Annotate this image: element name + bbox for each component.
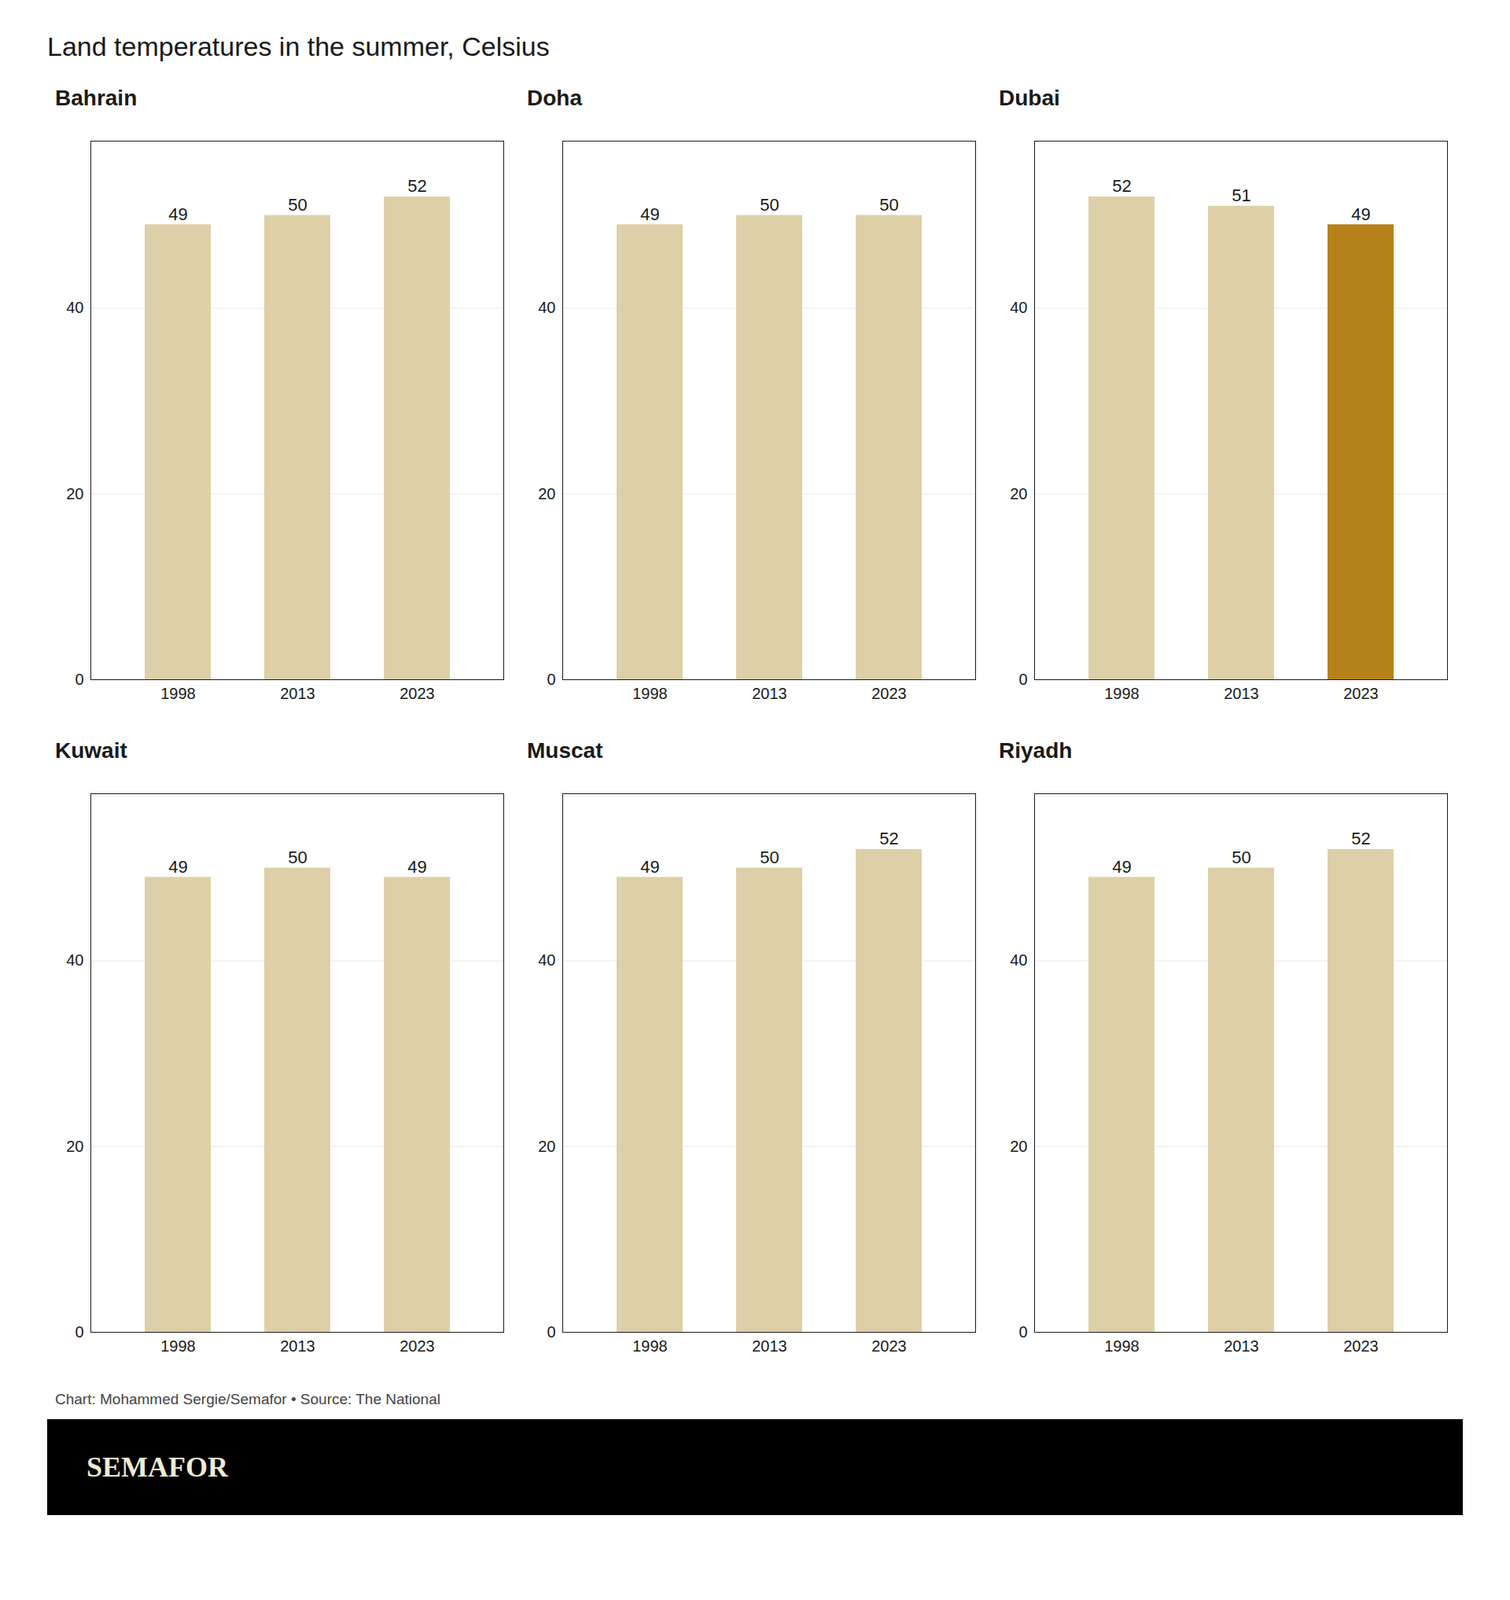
- html-text:Muscat: Muscat: [526, 738, 603, 763]
- svg-text:20: 20: [537, 485, 556, 503]
- html-text:Dubai: Dubai: [998, 85, 1060, 111]
- svg-text:40: 40: [66, 951, 84, 969]
- svg-text:40: 40: [66, 298, 84, 317]
- svg-text:50: 50: [287, 195, 307, 215]
- html-text:Bahrain: Bahrain: [55, 85, 138, 111]
- html-text:Riyadh: Riyadh: [998, 738, 1073, 763]
- svg-text:1998: 1998: [160, 685, 196, 703]
- svg-text:52: 52: [1112, 176, 1131, 196]
- svg-text:2013: 2013: [279, 1337, 316, 1356]
- svg-text:0: 0: [546, 670, 556, 689]
- svg-text:40: 40: [537, 951, 556, 969]
- svg-text:0: 0: [1018, 1323, 1028, 1341]
- html-text:Doha: Doha: [526, 85, 582, 111]
- svg-text:49: 49: [640, 857, 660, 877]
- html-text:Land temperatures in the summe: Land temperatures in the summer, Celsius: [47, 31, 550, 62]
- svg-text:2013: 2013: [1223, 1337, 1260, 1356]
- svg-text:2023: 2023: [1343, 1337, 1379, 1356]
- svg-text:2023: 2023: [399, 685, 435, 703]
- svg-text:50: 50: [1231, 847, 1251, 868]
- svg-text:52: 52: [407, 176, 427, 196]
- svg-text:51: 51: [1231, 185, 1251, 206]
- svg-text:40: 40: [1009, 951, 1028, 969]
- svg-text:40: 40: [1009, 298, 1028, 317]
- svg-text:0: 0: [74, 1323, 84, 1341]
- svg-text:1998: 1998: [632, 1337, 668, 1356]
- svg-text:49: 49: [1112, 857, 1131, 877]
- svg-text:49: 49: [1351, 204, 1371, 225]
- svg-text:50: 50: [759, 195, 779, 215]
- svg-text:49: 49: [407, 857, 427, 877]
- svg-text:2023: 2023: [1343, 685, 1379, 703]
- svg-text:20: 20: [537, 1138, 556, 1156]
- svg-text:52: 52: [879, 828, 899, 849]
- svg-text:50: 50: [759, 847, 779, 868]
- svg-text:49: 49: [168, 857, 188, 877]
- svg-text:52: 52: [1351, 828, 1371, 849]
- svg-text:1998: 1998: [160, 1337, 196, 1356]
- svg-text:50: 50: [879, 195, 899, 215]
- svg-text:20: 20: [66, 1138, 84, 1156]
- svg-text:2023: 2023: [871, 685, 907, 703]
- svg-text:2013: 2013: [279, 685, 316, 703]
- svg-text:2023: 2023: [871, 1337, 907, 1356]
- html-text:Chart: Mohammed Sergie/Semafor: Chart: Mohammed Sergie/Semafor • Source:…: [55, 1391, 441, 1408]
- svg-text:49: 49: [640, 204, 660, 225]
- html-text:SEMAFOR: SEMAFOR: [86, 1451, 229, 1484]
- svg-text:1998: 1998: [1104, 1337, 1140, 1356]
- svg-text:0: 0: [546, 1323, 556, 1341]
- svg-text:1998: 1998: [632, 685, 668, 703]
- svg-text:0: 0: [74, 670, 84, 689]
- html-text:Kuwait: Kuwait: [55, 738, 128, 763]
- svg-text:2013: 2013: [751, 685, 788, 703]
- svg-text:0: 0: [1018, 670, 1028, 689]
- svg-text:1998: 1998: [1104, 685, 1140, 703]
- svg-text:50: 50: [287, 847, 307, 868]
- svg-text:20: 20: [1009, 1138, 1028, 1156]
- svg-text:2023: 2023: [399, 1337, 435, 1356]
- svg-text:2013: 2013: [1223, 685, 1260, 703]
- svg-text:49: 49: [168, 204, 188, 225]
- svg-text:2013: 2013: [751, 1337, 788, 1356]
- svg-text:20: 20: [1009, 485, 1028, 503]
- svg-text:20: 20: [66, 485, 84, 503]
- svg-text:40: 40: [537, 298, 556, 317]
